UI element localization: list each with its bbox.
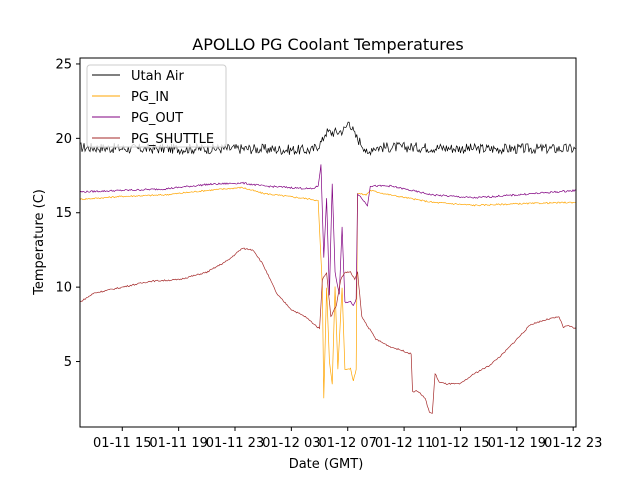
- series-line-pg-shuttle: [79, 247, 577, 414]
- y-tick-label: 25: [55, 57, 72, 72]
- plot-area-frame: [79, 57, 577, 428]
- legend-box: [86, 64, 227, 148]
- series-layer: [79, 121, 577, 414]
- x-tick-label: 01-12 11: [375, 436, 433, 451]
- y-tick-label: 20: [55, 132, 72, 147]
- x-tick-label: 01-11 19: [149, 436, 207, 451]
- legend-label: PG_SHUTTLE: [131, 132, 214, 147]
- x-tick-label: 01-12 19: [488, 436, 546, 451]
- x-tick-label: 01-12 03: [262, 436, 320, 451]
- series-line-pg-out: [79, 164, 577, 306]
- series-line-pg-in: [79, 186, 577, 399]
- x-tick-label: 01-12 23: [544, 436, 602, 451]
- x-tick-label: 01-11 23: [206, 436, 264, 451]
- y-tick-label: 15: [55, 206, 72, 221]
- y-tick-label: 10: [55, 281, 72, 296]
- legend: Utah Air PG_IN PG_OUT PG_SHUTTLE: [86, 64, 227, 148]
- x-axis-label: Date (GMT): [289, 457, 364, 472]
- legend-label: Utah Air: [131, 69, 184, 84]
- legend-label: PG_IN: [131, 90, 169, 105]
- x-tick-label: 01-11 15: [93, 436, 151, 451]
- y-tick-label: 5: [64, 355, 72, 370]
- x-tick-label: 01-12 15: [431, 436, 489, 451]
- x-tick-label: 01-12 07: [319, 436, 377, 451]
- chart-title: APOLLO PG Coolant Temperatures: [192, 35, 463, 54]
- y-axis-label: Temperature (C): [32, 189, 47, 296]
- legend-label: PG_OUT: [131, 111, 183, 126]
- y-axis-ticks: 5 10 15 20 25: [55, 57, 80, 370]
